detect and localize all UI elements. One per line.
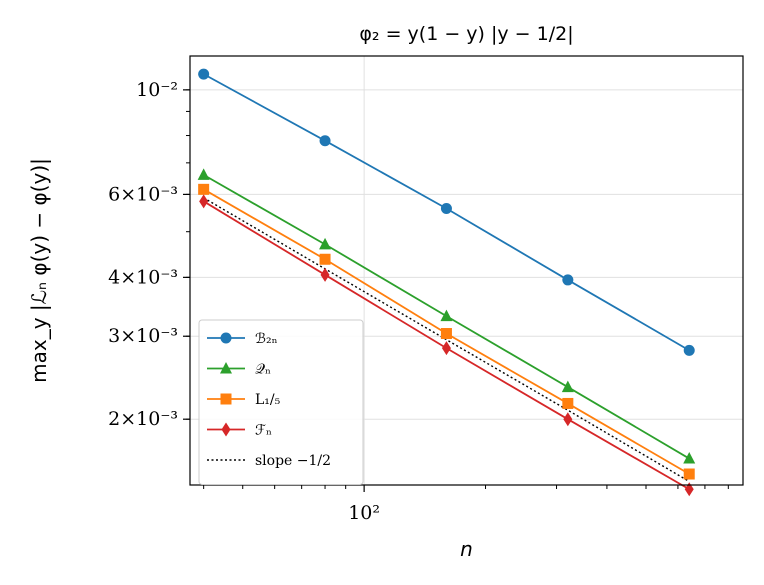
- data-point: [683, 344, 695, 356]
- y-tick-label: 4×10⁻³: [108, 266, 178, 288]
- data-point: [440, 328, 452, 340]
- legend-box: [198, 319, 364, 485]
- data-point: [221, 422, 231, 437]
- data-point: [562, 274, 574, 286]
- data-point: [440, 203, 452, 215]
- legend-item: 𝒬ₙ: [207, 362, 271, 378]
- data-point: [220, 393, 232, 405]
- data-point: [440, 309, 453, 322]
- x-tick-label: 10²: [348, 502, 380, 524]
- data-point: [198, 68, 210, 80]
- legend-item: ℱₙ: [207, 422, 272, 439]
- tick-layer: 10² 10⁻² 6×10⁻³ 4×10⁻³ 3×10⁻³ 2×10⁻³: [108, 79, 729, 524]
- data-point: [563, 412, 573, 427]
- series-4: [203, 197, 690, 483]
- data-point: [683, 452, 696, 464]
- data-point: [562, 397, 574, 409]
- plot-frame: [189, 55, 744, 486]
- legend-label: 𝒬ₙ: [255, 362, 271, 378]
- data-point: [319, 135, 331, 147]
- series-0: [198, 68, 695, 356]
- x-axis-label: n: [460, 537, 473, 561]
- series-layer: [197, 68, 696, 497]
- data-point: [198, 183, 210, 195]
- series-line: [203, 197, 690, 483]
- data-point: [319, 237, 332, 250]
- data-point: [197, 168, 210, 180]
- data-point: [441, 341, 451, 356]
- legend-label: slope −1/2: [255, 453, 331, 469]
- data-point: [199, 194, 209, 209]
- data-point: [561, 380, 574, 393]
- y-tick-label: 10⁻²: [136, 79, 178, 101]
- series-3: [199, 194, 694, 497]
- data-point: [220, 332, 232, 344]
- legend: ℬ₂ₙ 𝒬ₙ L₁/₅ ℱₙ slope −1/2: [198, 319, 364, 485]
- y-axis-label: max_y |ℒₙ φ(y) − φ(y)|: [27, 158, 51, 383]
- data-point: [319, 253, 331, 265]
- series-2: [198, 183, 695, 480]
- y-tick-label: 6×10⁻³: [108, 183, 178, 205]
- data-point: [684, 482, 694, 497]
- data-point: [320, 267, 330, 282]
- y-tick-label: 3×10⁻³: [108, 325, 178, 347]
- legend-item: L₁/₅: [207, 392, 281, 408]
- series-1: [197, 168, 696, 464]
- y-tick-label: 2×10⁻³: [108, 408, 178, 430]
- legend-item: slope −1/2: [207, 453, 331, 469]
- legend-label: ℬ₂ₙ: [255, 331, 278, 347]
- data-point: [683, 468, 695, 480]
- legend-label: ℱₙ: [255, 423, 272, 439]
- chart-title: φ₂ = y(1 − y) |y − 1/2|: [359, 23, 573, 45]
- legend-item: ℬ₂ₙ: [207, 331, 278, 347]
- legend-label: L₁/₅: [255, 392, 281, 408]
- data-point: [220, 362, 232, 374]
